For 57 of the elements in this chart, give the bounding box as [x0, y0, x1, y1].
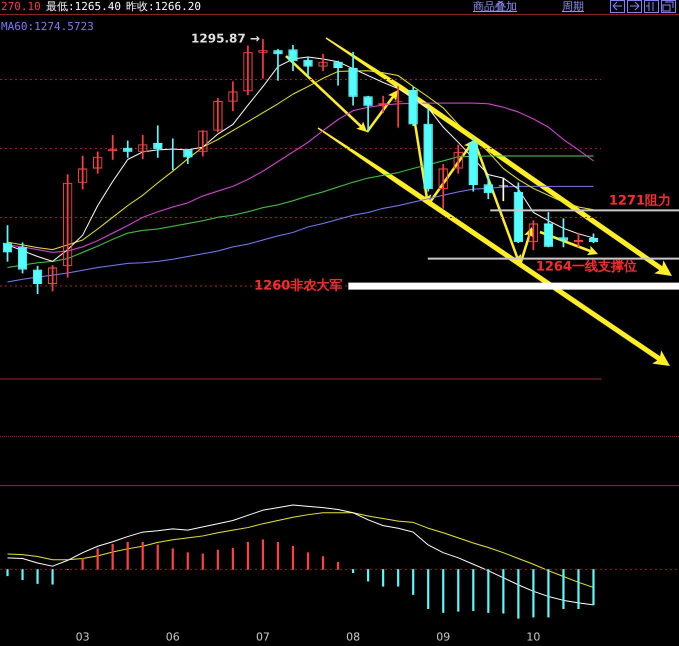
bar [382, 569, 384, 586]
bar [142, 542, 144, 570]
bar [186, 552, 189, 570]
bar [412, 569, 414, 595]
bar [442, 569, 444, 613]
bar [96, 548, 99, 570]
text: 昨收:1266.20 [126, 0, 201, 13]
bar [532, 569, 534, 618]
bar [112, 544, 114, 570]
x-tick-label: 06 [166, 630, 180, 644]
annotation: 1295.87 → [191, 31, 260, 46]
bar [36, 569, 39, 584]
bar [21, 569, 24, 580]
bar [306, 552, 310, 570]
candlestick [574, 232, 584, 248]
bar [156, 544, 159, 570]
bar [82, 558, 84, 570]
bar [562, 569, 565, 610]
bar [577, 569, 580, 610]
bar [276, 542, 280, 570]
candlestick [333, 60, 343, 86]
text: 周期 [562, 0, 584, 13]
bar [457, 569, 460, 612]
bar [232, 548, 234, 570]
bar [472, 569, 474, 611]
bar [292, 546, 294, 570]
bar [427, 569, 430, 610]
bar [262, 539, 264, 570]
x-tick-label: 10 [526, 630, 540, 644]
bar [172, 548, 174, 570]
ref-line-label: 1271阻力 [608, 193, 671, 208]
text: 商品叠加 [473, 0, 517, 13]
bar [336, 562, 340, 570]
bar [397, 569, 400, 586]
bar [216, 550, 219, 570]
bar [322, 556, 324, 570]
bar [202, 554, 204, 570]
bar [502, 569, 504, 614]
x-tick-label: 03 [76, 630, 90, 644]
text: 270.10 [1, 0, 41, 13]
bar [487, 569, 490, 613]
bar [592, 569, 595, 606]
x-tick-label: 08 [346, 630, 360, 644]
bar [547, 569, 550, 618]
bar [367, 569, 370, 582]
candlestick [273, 49, 283, 81]
bar [352, 569, 354, 573]
bar [126, 542, 129, 570]
x-tick-label: 07 [256, 630, 270, 644]
ref-line-label: 1260非农大军 [254, 278, 342, 294]
bar [246, 542, 249, 570]
text: 最低:1265.40 [46, 0, 121, 13]
ref-line-label: 1264一线支撑位 [536, 259, 637, 274]
bar [52, 569, 54, 585]
text: MA60:1274.5723 [1, 20, 94, 33]
bar [517, 569, 520, 619]
x-tick-label: 09 [436, 630, 450, 644]
